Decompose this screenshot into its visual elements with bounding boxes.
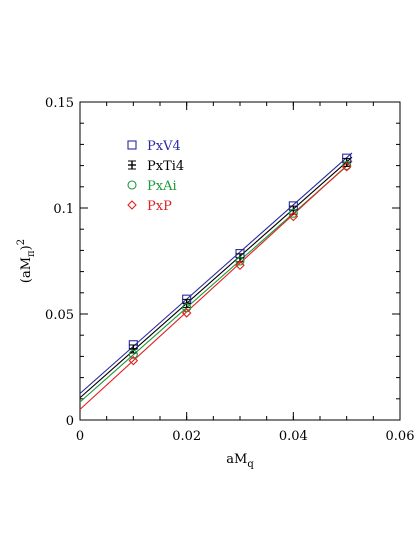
y-tick-label: 0.15 <box>45 96 74 111</box>
y-tick-label: 0 <box>66 414 74 429</box>
y-tick-label: 0.1 <box>53 202 74 217</box>
legend-label-pxai: PxAi <box>147 179 177 194</box>
legend-marker-pxp <box>127 200 137 210</box>
data-point-pxp <box>235 260 245 271</box>
data-markers <box>128 153 352 366</box>
data-point-pxai <box>128 349 138 359</box>
data-point-pxti4 <box>129 344 138 354</box>
fit-line-pxp <box>79 160 353 410</box>
legend-label-pxp: PxP <box>147 199 172 214</box>
data-point-pxai <box>342 161 352 171</box>
fit-line-pxti4 <box>79 156 353 399</box>
legend-marker-pxti4 <box>128 160 136 170</box>
data-point-pxai <box>288 208 298 218</box>
legend: PxV4 PxTi4 PxAi PxP <box>127 139 184 214</box>
y-axis-label: (aMπ)2 <box>16 239 37 283</box>
x-tick-label: 0.02 <box>172 429 201 444</box>
tick-labels: 0 0.02 0.04 0.06 0 0.05 0.1 0.15 <box>45 96 414 444</box>
data-point-pxp <box>128 355 139 366</box>
axis-ticks <box>79 101 401 421</box>
legend-marker-pxv4 <box>127 140 137 150</box>
data-point-pxai <box>182 303 192 313</box>
data-point-pxai <box>235 256 245 266</box>
x-tick-label: 0 <box>76 429 84 444</box>
x-axis-label: aMq <box>226 452 254 470</box>
fit-lines <box>79 152 353 410</box>
x-tick-label: 0.06 <box>386 429 415 444</box>
fit-line-pxv4 <box>79 152 353 394</box>
legend-label-pxv4: PxV4 <box>147 139 181 154</box>
data-point-pxp <box>341 161 352 172</box>
data-point-pxp <box>181 308 192 318</box>
legend-label-pxti4: PxTi4 <box>147 159 184 174</box>
y-tick-label: 0.05 <box>45 308 74 323</box>
data-point-pxp <box>288 211 299 222</box>
x-tick-label: 0.04 <box>279 429 308 444</box>
legend-marker-pxai <box>127 180 137 190</box>
